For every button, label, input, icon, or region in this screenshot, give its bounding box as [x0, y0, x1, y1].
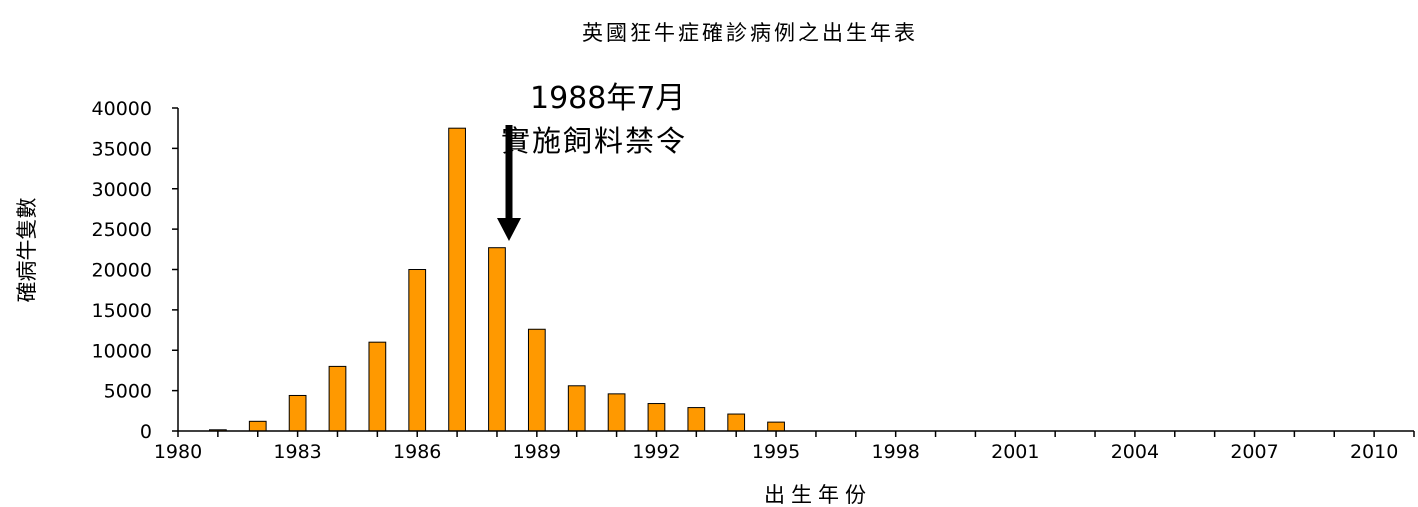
- x-ticks: 1980 1983 1986 1989 1992 1995 1998 2001 2004 2007…: [154, 431, 1415, 463]
- x-tick-label: 2007: [1230, 441, 1278, 463]
- y-tick-label: 25000: [92, 219, 152, 241]
- bar-1991: [607, 393, 626, 432]
- x-tick-label: 2010: [1350, 441, 1398, 463]
- bar-1990: [567, 385, 586, 432]
- y-ticks: 0 5000 10000 15000 20000 25000 30000 35000 40000: [92, 98, 178, 443]
- bar-1987: [448, 127, 466, 432]
- x-tick-label: 1998: [871, 441, 919, 463]
- annotation-arrow-head: [497, 218, 521, 241]
- y-tick-label: 15000: [92, 300, 152, 322]
- bar-1993: [687, 407, 706, 432]
- x-tick-label: 1995: [752, 441, 800, 463]
- y-tick-label: 0: [140, 421, 152, 443]
- bar-1992: [647, 403, 666, 432]
- annotation: 1988年7月 實施飼料禁令: [497, 81, 687, 241]
- x-tick-label: 1980: [154, 441, 202, 463]
- x-tick-label: 2004: [1111, 441, 1159, 463]
- x-tick-label: 1992: [632, 441, 680, 463]
- x-tick-label: 1983: [273, 441, 321, 463]
- x-tick-label: 1989: [513, 441, 561, 463]
- bar-1983: [288, 394, 307, 432]
- y-tick-label: 20000: [92, 260, 152, 282]
- bar-1985: [368, 341, 387, 432]
- y-tick-label: 35000: [92, 138, 152, 160]
- bar-1984: [328, 365, 347, 432]
- annotation-policy: 實施飼料禁令: [501, 124, 687, 158]
- y-tick-label: 5000: [104, 381, 152, 403]
- annotation-date: 1988年7月: [530, 81, 685, 116]
- y-tick-label: 10000: [92, 340, 152, 362]
- bar-1982: [248, 420, 267, 432]
- bar-1994: [727, 413, 746, 432]
- x-tick-label: 1986: [393, 441, 441, 463]
- y-axis-label: 確病牛隻數: [15, 198, 39, 303]
- x-tick-label: 2001: [991, 441, 1039, 463]
- y-tick-label: 30000: [92, 179, 152, 201]
- bar-1995: [767, 421, 785, 432]
- bar-1986: [408, 269, 427, 432]
- svg-text:確病牛隻數: 確病牛隻數: [15, 198, 39, 303]
- y-tick-label: 40000: [92, 98, 152, 120]
- bar-1988: [488, 247, 506, 432]
- x-axis-label: 出生年份: [764, 483, 872, 507]
- bar-1989: [527, 328, 546, 432]
- bars: [208, 127, 785, 432]
- chart-title: 英國狂牛症確診病例之出生年表: [582, 21, 918, 45]
